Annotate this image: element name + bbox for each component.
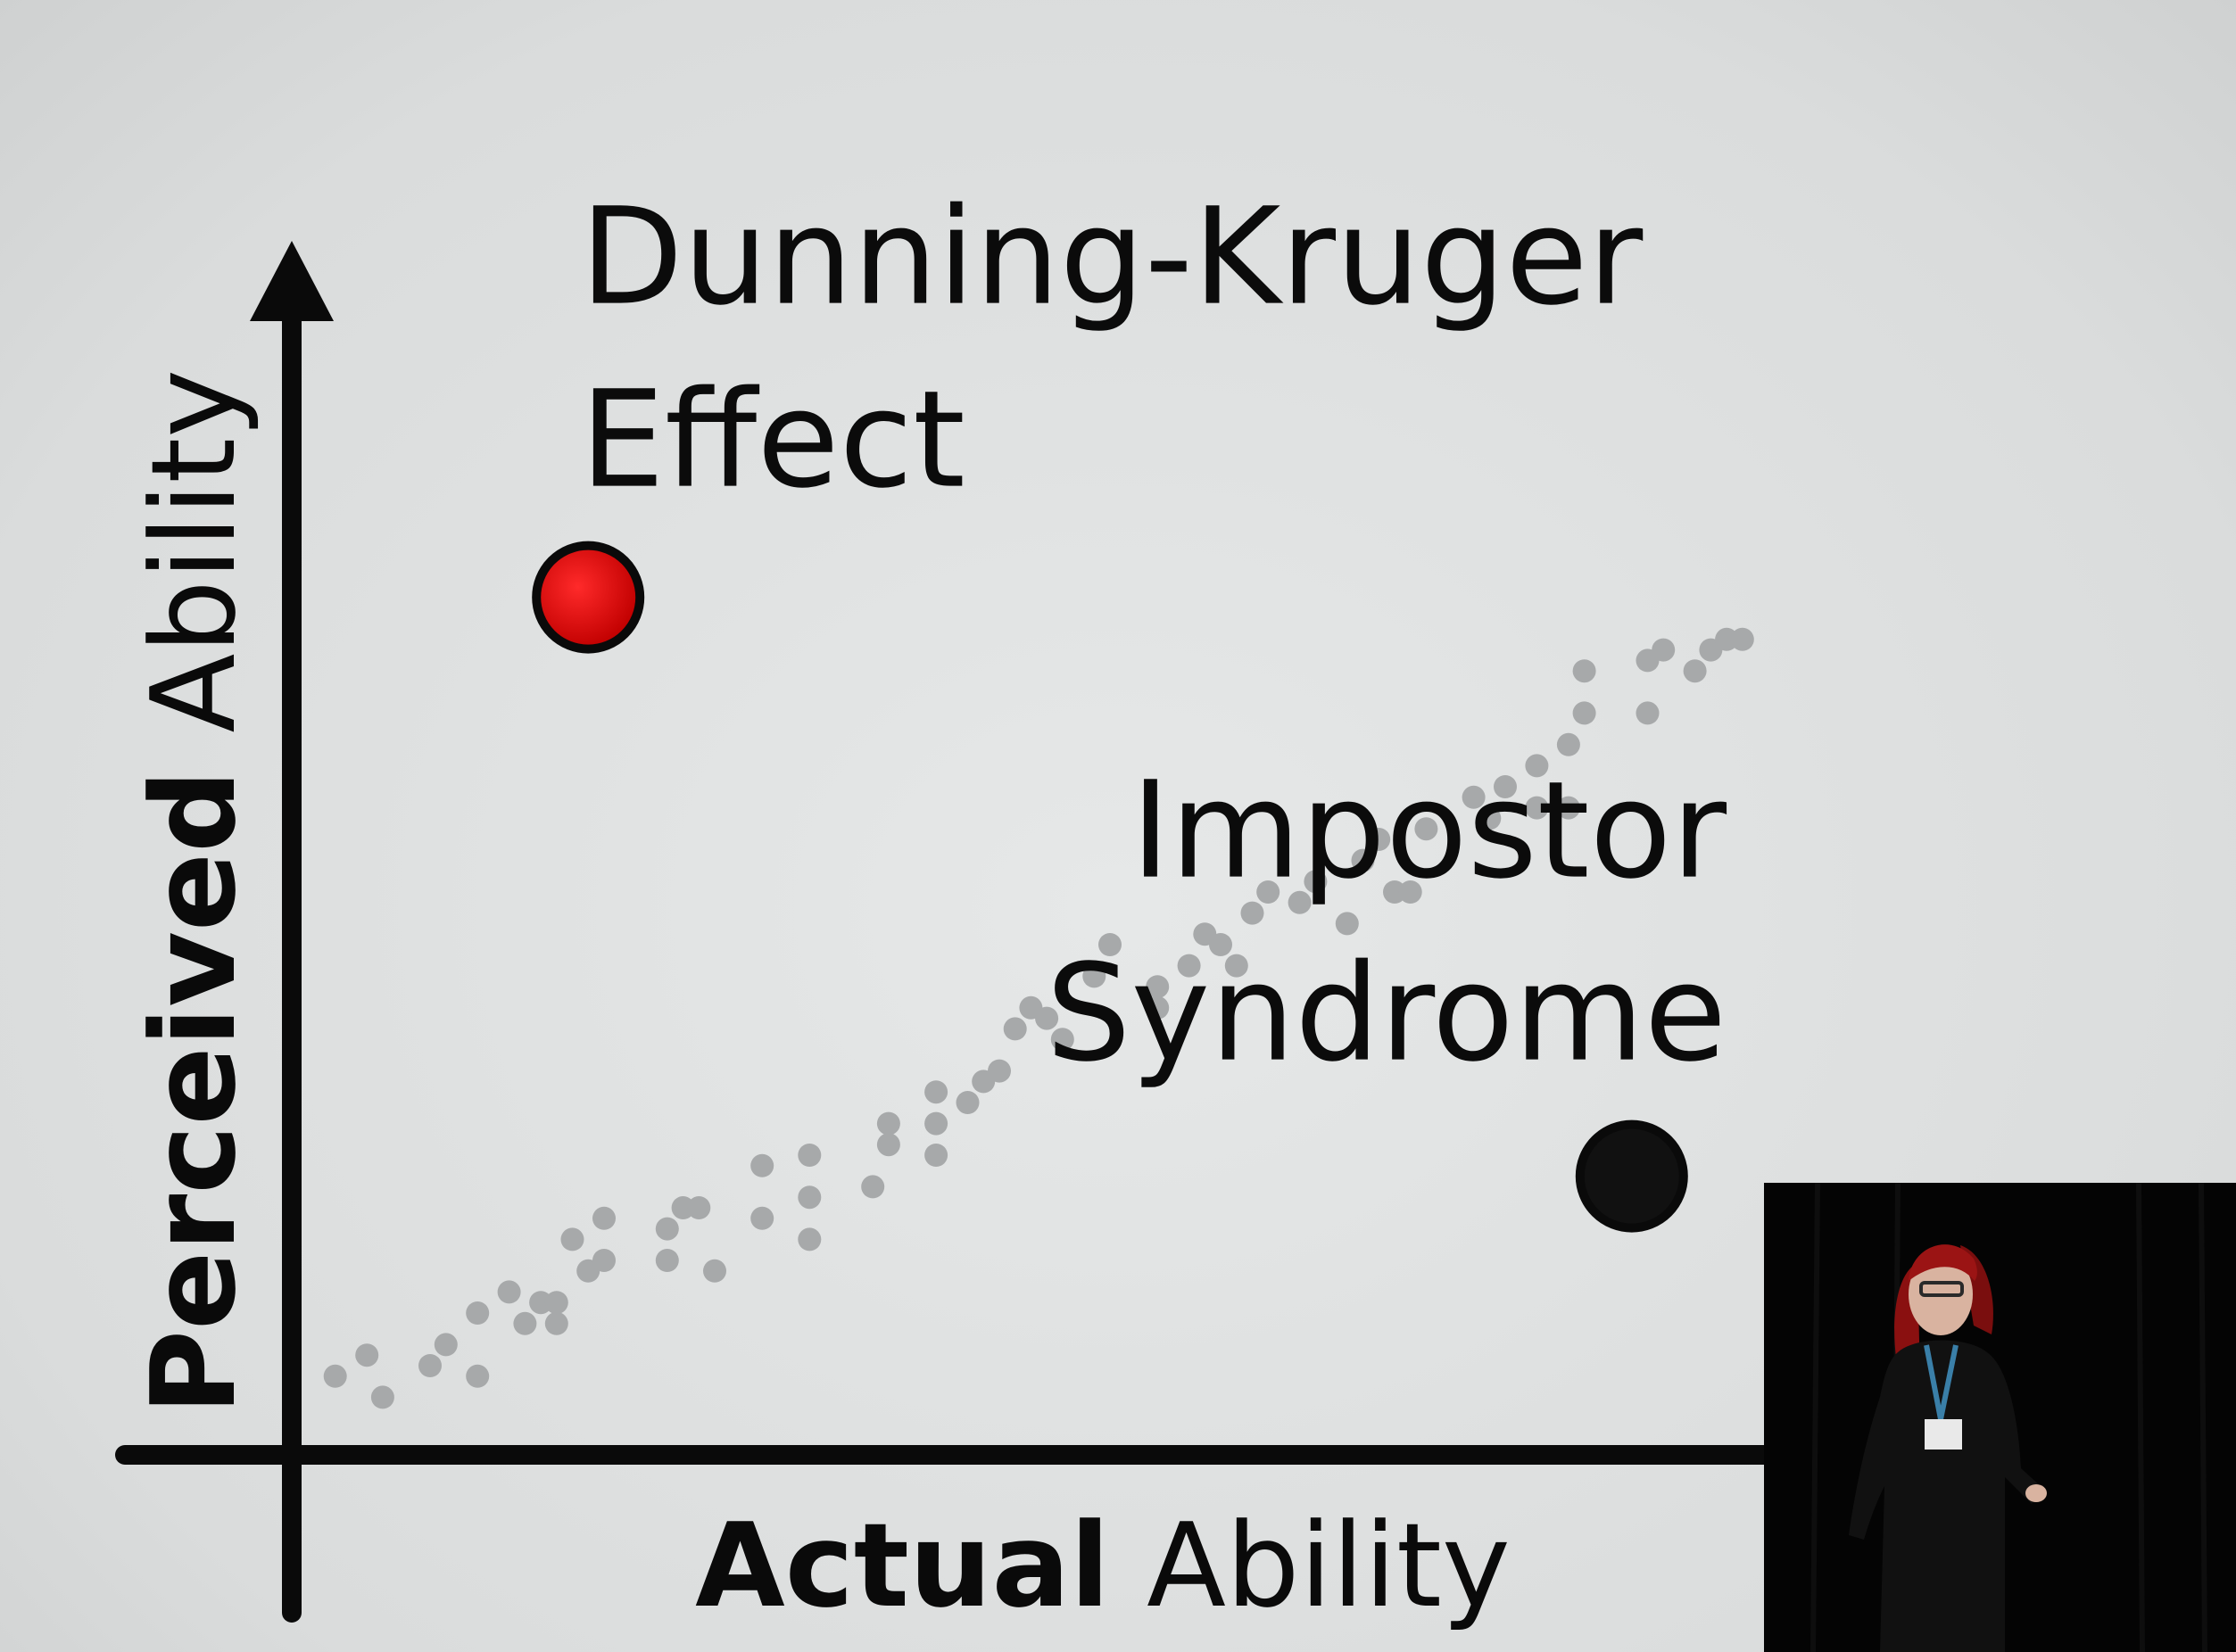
scatter-point: [1146, 995, 1170, 1020]
scatter-point: [418, 1354, 442, 1377]
scatter-point: [798, 1144, 822, 1167]
annotation-line: Impostor: [1130, 754, 1727, 909]
scatter-point: [703, 1259, 726, 1283]
speaker-glasses: [1919, 1281, 1964, 1297]
scatter-point: [1256, 880, 1280, 904]
scatter-point: [1304, 870, 1328, 894]
scatter-point: [1224, 954, 1248, 978]
scatter-point: [1652, 638, 1676, 662]
speaker-video-inset: [1764, 1183, 2236, 1652]
annotation-label: Dunning-Kruger Effect: [580, 180, 1643, 518]
scatter-point: [1035, 1006, 1059, 1030]
scatter-point: [687, 1196, 711, 1219]
scatter-point: [1367, 828, 1391, 851]
x-axis-label-bold: Actual: [695, 1498, 1110, 1633]
highlight-points: [532, 541, 1688, 1233]
x-axis-label: Actual Ability: [695, 1498, 1511, 1633]
scatter-point: [750, 1206, 774, 1230]
y-axis-label-bold: Perceived: [126, 770, 261, 1415]
speaker-badge: [1925, 1419, 1962, 1450]
scatter-point: [1525, 796, 1549, 820]
y-axis-label-regular: Ability: [126, 369, 261, 770]
scatter-point: [1478, 806, 1502, 830]
scatter-point: [1177, 954, 1201, 978]
y-axis-label: Perceived Ability: [126, 369, 261, 1415]
scatter-point: [434, 1333, 458, 1357]
axes: [115, 241, 2008, 1623]
y-axis-arrowhead: [250, 241, 334, 321]
scatter-point: [1098, 933, 1122, 956]
scatter-point: [544, 1311, 568, 1335]
annotations: Dunning-Kruger Effect Impostor Syndrome: [580, 180, 1727, 1092]
scatter-point: [592, 1249, 616, 1272]
scatter-point: [655, 1217, 679, 1241]
scatter-point: [497, 1280, 521, 1304]
scatter-point: [876, 1133, 900, 1157]
scatter-point: [924, 1080, 948, 1104]
annotation-line: Effect: [580, 363, 965, 518]
scatter-point: [592, 1206, 616, 1230]
annotation-line: Dunning-Kruger: [580, 180, 1643, 335]
scatter-point: [861, 1175, 885, 1199]
scatter-point: [513, 1311, 537, 1335]
scatter-point: [876, 1111, 900, 1136]
speaker-hair-top: [1909, 1244, 1977, 1281]
scatter-point: [466, 1364, 490, 1388]
speaker-hand: [2025, 1484, 2047, 1502]
scatter-point: [988, 1059, 1011, 1083]
scatter-point: [1351, 848, 1375, 872]
scatter-point: [1730, 627, 1754, 651]
scatter-point: [1414, 817, 1438, 841]
x-axis-label-regular: Ability: [1110, 1498, 1511, 1633]
scatter-point: [750, 1153, 774, 1177]
scatter-point: [466, 1301, 490, 1325]
scatter-point: [1146, 975, 1170, 999]
scatter-point: [1572, 701, 1596, 725]
annotation-line: Syndrome: [1046, 937, 1727, 1092]
annotation-label: Impostor Syndrome: [1046, 754, 1727, 1092]
scatter-point: [1572, 659, 1596, 683]
scatter-point: [1288, 890, 1312, 914]
dunning-kruger-point: [532, 541, 645, 654]
scatter-point: [1003, 1017, 1027, 1041]
scatter-point: [1525, 754, 1549, 778]
scatter-point: [924, 1111, 948, 1136]
scatter-point: [1050, 1028, 1074, 1052]
scatter-point: [370, 1385, 394, 1409]
scatter-point: [1636, 701, 1660, 725]
scatter-point: [1556, 796, 1580, 820]
scatter-point: [924, 1144, 948, 1167]
scatter-point: [1398, 880, 1422, 904]
scatter-point: [323, 1364, 347, 1388]
scatter-point: [1209, 933, 1232, 956]
scatter-point: [1240, 901, 1264, 925]
scatter-point: [956, 1091, 980, 1114]
scatter-point: [1556, 732, 1580, 756]
speaker-hair: [1862, 1263, 1920, 1486]
scatter-points: [323, 627, 1754, 1409]
scatter-point: [798, 1185, 822, 1210]
scatter-point: [798, 1227, 822, 1251]
scatter-point: [1494, 775, 1517, 798]
scatter-point: [1462, 785, 1486, 809]
scatter-point: [560, 1227, 584, 1251]
speaker-figure: [1849, 1244, 2047, 1652]
scatter-point: [1335, 912, 1359, 936]
impostor-point: [1575, 1119, 1688, 1233]
scatter-point: [355, 1343, 379, 1367]
scatter-point: [655, 1249, 679, 1272]
scatter-point: [544, 1291, 568, 1315]
speaker-body: [1849, 1340, 2041, 1652]
scatter-point: [1082, 964, 1106, 988]
scatter-point: [1683, 659, 1707, 683]
